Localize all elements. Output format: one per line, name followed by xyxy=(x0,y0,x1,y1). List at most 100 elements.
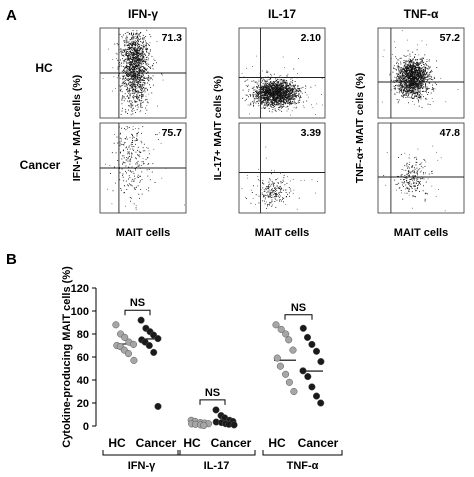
flow-event-dot xyxy=(127,73,128,74)
flow-event-dot xyxy=(145,57,147,58)
flow-event-dot xyxy=(135,44,136,45)
flow-event-dot xyxy=(123,78,125,80)
flow-event-dot xyxy=(124,142,126,144)
flow-event-dot xyxy=(143,37,145,39)
flow-event-dot xyxy=(269,99,271,101)
flow-event-dot xyxy=(272,95,273,97)
flow-event-dot xyxy=(137,81,138,83)
flow-event-dot xyxy=(280,182,282,184)
flow-event-dot xyxy=(270,84,272,86)
flow-event-dot xyxy=(288,100,290,102)
flow-event-dot xyxy=(273,104,275,105)
flow-event-dot xyxy=(121,99,123,101)
flow-event-dot xyxy=(140,104,142,106)
flow-event-dot xyxy=(126,71,128,73)
flow-event-dot xyxy=(274,106,276,107)
flow-event-dot xyxy=(271,111,273,113)
flow-event-dot xyxy=(122,75,124,77)
flow-event-dot xyxy=(136,48,138,49)
flow-event-dot xyxy=(245,80,247,81)
flow-event-dot xyxy=(286,100,287,102)
flow-event-dot xyxy=(140,140,142,142)
flow-event-dot xyxy=(275,179,277,181)
flow-event-dot xyxy=(280,83,281,85)
flow-event-dot xyxy=(128,62,130,64)
flow-event-dot xyxy=(274,187,275,189)
flow-event-dot xyxy=(421,65,422,66)
flow-event-dot xyxy=(135,56,137,58)
flow-event-dot xyxy=(136,109,138,111)
flow-event-dot xyxy=(291,88,293,90)
flow-event-dot xyxy=(130,48,131,49)
flow-event-dot xyxy=(417,94,418,96)
flow-event-dot xyxy=(128,91,130,93)
flow-event-dot xyxy=(420,70,422,72)
flow-event-dot xyxy=(256,86,258,87)
flow-event-dot xyxy=(283,101,284,103)
flow-event-dot xyxy=(122,176,124,178)
flow-event-dot xyxy=(268,108,270,109)
flow-event-dot xyxy=(271,192,273,194)
flow-event-dot xyxy=(274,87,276,89)
flow-event-dot xyxy=(417,74,419,76)
flow-event-dot xyxy=(132,140,133,141)
flow-event-dot xyxy=(295,92,297,94)
flow-event-dot xyxy=(281,200,282,202)
flow-event-dot xyxy=(135,43,137,45)
flow-plot-frame xyxy=(377,27,465,119)
flow-event-dot xyxy=(117,59,119,61)
flow-event-dot xyxy=(262,83,264,85)
flow-event-dot xyxy=(288,85,290,86)
flow-event-dot xyxy=(268,196,270,198)
flow-event-dot xyxy=(139,71,141,73)
flow-event-dot xyxy=(145,36,147,37)
flow-event-dot xyxy=(137,44,139,46)
flow-event-dot xyxy=(273,88,275,89)
flow-event-dot xyxy=(407,70,409,72)
flow-event-dot xyxy=(136,95,138,97)
flow-event-dot xyxy=(276,88,278,90)
flow-event-dot xyxy=(409,88,411,90)
flow-event-dot xyxy=(255,96,257,98)
flow-event-dot xyxy=(288,98,290,100)
flow-event-dot xyxy=(275,199,276,200)
flow-event-dot xyxy=(128,51,130,53)
flow-event-dot xyxy=(253,94,255,96)
flow-event-dot xyxy=(407,66,409,67)
flow-event-dot xyxy=(405,94,407,96)
flow-event-dot xyxy=(137,146,139,148)
flow-event-dot xyxy=(425,83,426,85)
flow-event-dot xyxy=(277,182,279,183)
flow-event-dot xyxy=(267,76,269,77)
flow-event-dot xyxy=(135,35,137,37)
flow-event-dot xyxy=(137,57,139,59)
flow-event-dot xyxy=(127,152,129,154)
flow-event-dot xyxy=(288,192,290,194)
flow-event-dot xyxy=(420,71,422,73)
flow-event-dot xyxy=(264,95,266,97)
flow-event-dot xyxy=(122,70,124,71)
flow-event-dot xyxy=(287,100,289,102)
flow-event-dot xyxy=(317,181,318,182)
flow-event-dot xyxy=(147,78,149,80)
flow-event-dot xyxy=(408,67,410,69)
flow-event-dot xyxy=(417,85,418,87)
flow-event-dot xyxy=(139,46,140,47)
flow-event-dot xyxy=(400,63,402,65)
flow-event-dot xyxy=(270,84,272,86)
flow-event-dot xyxy=(290,190,292,192)
flow-event-dot xyxy=(416,86,418,88)
flow-event-dot xyxy=(420,85,422,87)
flow-event-dot xyxy=(416,61,418,63)
flow-event-dot xyxy=(297,85,298,87)
flow-event-dot xyxy=(131,153,133,155)
flow-event-dot xyxy=(135,52,137,54)
flow-event-dot xyxy=(134,65,136,67)
flow-event-dot xyxy=(124,71,126,73)
flow-event-dot xyxy=(120,140,122,142)
flow-event-dot xyxy=(268,99,270,101)
flow-event-dot xyxy=(132,44,134,45)
flow-event-dot xyxy=(126,83,128,85)
flow-event-dot xyxy=(289,195,290,197)
flow-event-dot xyxy=(130,171,132,173)
